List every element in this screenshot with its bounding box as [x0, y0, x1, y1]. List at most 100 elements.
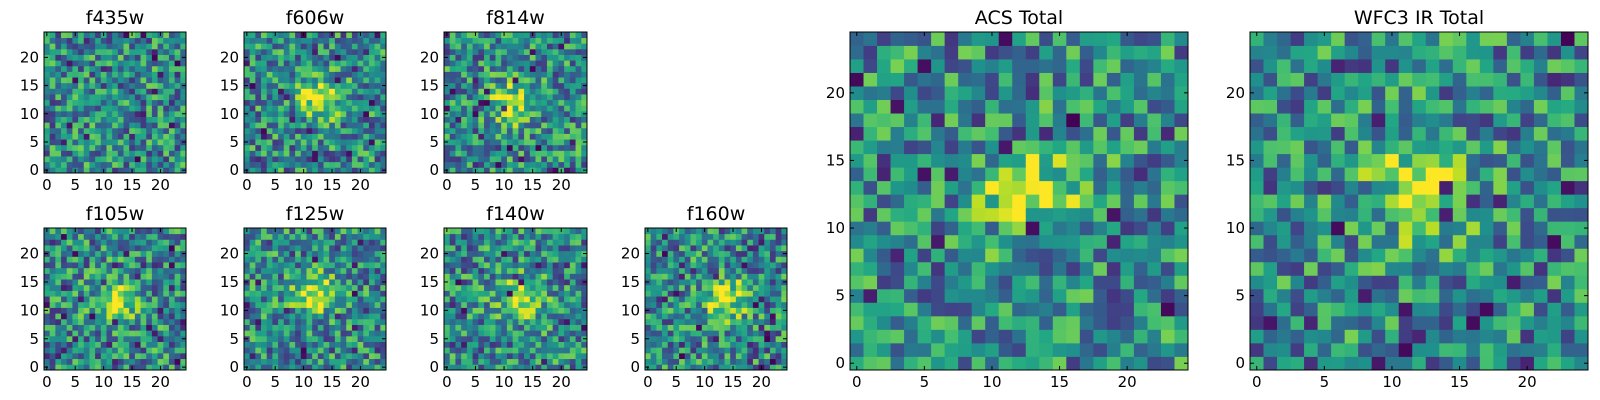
heatmap-cell: [501, 273, 508, 280]
heatmap-cell: [272, 284, 279, 291]
heatmap-cell: [334, 60, 341, 67]
heatmap-cell: [524, 144, 531, 151]
heatmap-cell: [455, 133, 462, 140]
heatmap-cell: [340, 228, 347, 235]
heatmap-cell: [255, 110, 262, 117]
heatmap-cell: [329, 77, 336, 84]
heatmap-cell: [329, 284, 336, 291]
heatmap-cell: [863, 207, 878, 222]
heatmap-cell: [501, 150, 508, 157]
heatmap-cell: [261, 290, 268, 297]
heatmap-cell: [546, 358, 554, 365]
heatmap-cell: [512, 273, 519, 280]
heatmap-cell: [529, 250, 536, 257]
heatmap-cell: [684, 267, 691, 274]
heatmap-cell: [558, 48, 565, 55]
heatmap-cell: [49, 32, 56, 39]
heatmap-cell: [558, 105, 565, 112]
heatmap-cell: [374, 43, 381, 50]
heatmap-cell: [581, 133, 588, 140]
heatmap-cell: [374, 105, 381, 112]
heatmap-cell: [261, 99, 268, 106]
x-tick-label: 5: [270, 373, 280, 391]
heatmap-cell: [524, 313, 531, 320]
heatmap-cell: [569, 77, 576, 84]
heatmap-cell: [444, 77, 451, 84]
heatmap-cell: [283, 127, 290, 134]
heatmap-cell: [66, 105, 73, 112]
heatmap-cell: [863, 153, 878, 168]
heatmap-cell: [106, 156, 113, 163]
heatmap-cell: [518, 228, 525, 235]
heatmap-cell: [83, 296, 90, 303]
heatmap-cell: [552, 233, 559, 240]
heatmap-cells: [850, 32, 1189, 371]
heatmap-cell: [300, 133, 307, 140]
heatmap-cell: [518, 318, 525, 325]
heatmap-cell: [146, 94, 153, 101]
heatmap-cell: [363, 65, 370, 72]
heatmap-cell: [449, 352, 456, 360]
heatmap-cell: [775, 279, 782, 286]
heatmap-cell: [272, 82, 279, 89]
heatmap-cell: [581, 228, 588, 235]
heatmap-cell: [112, 330, 119, 337]
heatmap-cell: [134, 37, 141, 44]
heatmap-cell: [484, 110, 491, 117]
heatmap-cell: [340, 239, 347, 246]
heatmap-cell: [346, 352, 353, 360]
heatmap-cell: [581, 99, 588, 106]
heatmap-cell: [112, 167, 119, 174]
heatmap-cell: [78, 256, 85, 263]
heatmap-cell: [1147, 329, 1162, 344]
heatmap-cell: [781, 296, 788, 303]
heatmap-cell: [684, 262, 691, 269]
heatmap-cell: [444, 301, 451, 308]
heatmap-cell: [690, 245, 697, 252]
heatmap-cell: [718, 352, 725, 360]
heatmap-cell: [374, 296, 381, 303]
heatmap-cell: [346, 60, 353, 67]
heatmap-cell: [461, 256, 468, 263]
heatmap-cell: [151, 330, 158, 337]
heatmap-cell: [718, 301, 725, 308]
heatmap-cell: [535, 358, 542, 365]
heatmap-cell: [55, 273, 62, 280]
heatmap-cell: [306, 88, 313, 95]
heatmap-cell: [44, 122, 51, 129]
heatmap-cell: [140, 82, 147, 89]
heatmap-cell: [100, 82, 107, 89]
heatmap-cell: [261, 267, 268, 274]
heatmap-cell: [261, 127, 268, 134]
heatmap-cell: [684, 256, 691, 263]
heatmap-cell: [363, 352, 370, 360]
heatmap-cell: [752, 256, 759, 263]
heatmap-cell: [363, 88, 370, 95]
heatmap-cell: [266, 250, 273, 257]
heatmap-cell: [696, 290, 703, 297]
heatmap-cell: [323, 122, 330, 129]
heatmap-cell: [255, 82, 262, 89]
heatmap-cell: [484, 167, 491, 174]
heatmap-cell: [117, 239, 124, 246]
heatmap-cell: [49, 307, 56, 314]
heatmap-cell: [1079, 275, 1094, 290]
heatmap-cell: [44, 318, 51, 325]
heatmap-cell: [340, 307, 347, 314]
heatmap-cell: [558, 358, 565, 365]
heatmap-cell: [374, 65, 381, 72]
heatmap-cell: [151, 77, 158, 84]
heatmap-cell: [168, 71, 176, 78]
heatmap-cell: [518, 71, 525, 78]
heatmap-cell: [535, 133, 542, 140]
heatmap-cell: [850, 261, 864, 276]
heatmap-cell: [244, 239, 251, 246]
heatmap-cell: [890, 153, 905, 168]
heatmap-cell: [180, 273, 187, 280]
heatmap-cell: [747, 245, 754, 252]
heatmap-cell: [244, 99, 251, 106]
heatmap-cell: [1039, 329, 1054, 344]
heatmap-cell: [112, 32, 119, 39]
heatmap-cell: [117, 110, 124, 117]
heatmap-cell: [985, 180, 1000, 195]
